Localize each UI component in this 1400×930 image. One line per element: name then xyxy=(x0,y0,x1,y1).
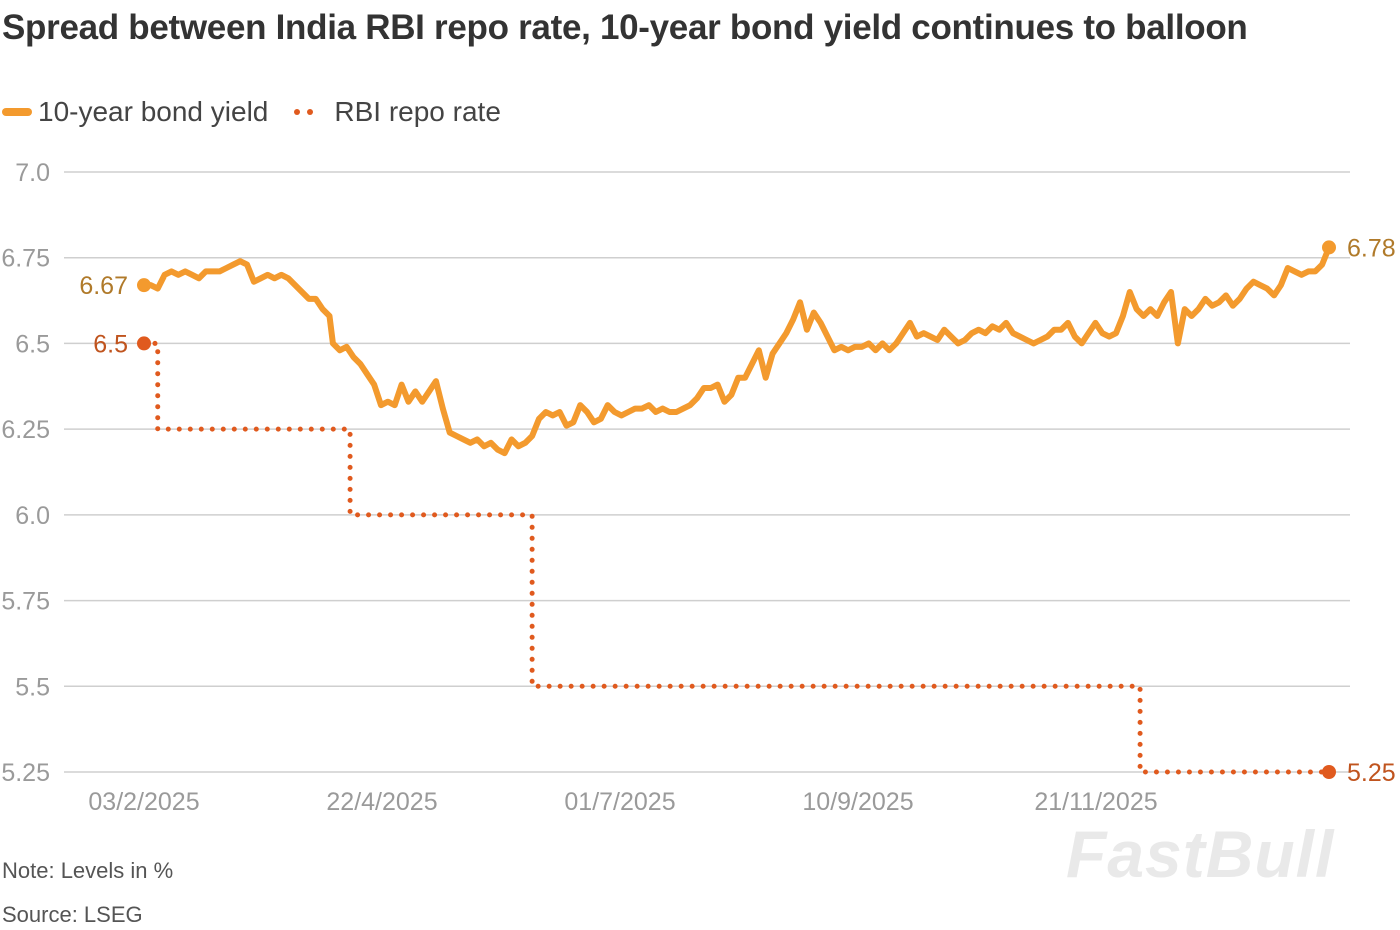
x-tick-label: 22/4/2025 xyxy=(326,788,437,816)
repo-rate-start-label: 6.5 xyxy=(93,330,128,358)
repo-rate-line xyxy=(141,340,1332,775)
bond-yield-start-label: 6.67 xyxy=(79,272,128,300)
x-tick-label: 01/7/2025 xyxy=(564,788,675,816)
repo-rate-end-marker xyxy=(1322,765,1336,779)
legend-label-repo-rate: RBI repo rate xyxy=(334,96,501,127)
y-tick-label: 5.75 xyxy=(1,588,50,616)
x-tick-label: 10/9/2025 xyxy=(802,788,913,816)
chart-title: Spread between India RBI repo rate, 10-y… xyxy=(2,8,1248,47)
y-tick-label: 5.5 xyxy=(15,673,50,701)
y-tick-label: 6.25 xyxy=(1,416,50,444)
y-tick-label: 6.5 xyxy=(15,330,50,358)
legend-item-bond-yield: 10-year bond yield xyxy=(2,96,268,128)
repo-rate-end-label: 5.25 xyxy=(1347,759,1396,787)
bond-yield-end-marker xyxy=(1322,240,1336,255)
repo-rate-start-marker xyxy=(137,336,151,351)
legend: 10-year bond yield RBI repo rate xyxy=(2,92,527,132)
note-levels: Note: Levels in % xyxy=(2,858,174,883)
x-tick-label: 21/11/2025 xyxy=(1034,788,1157,816)
legend-item-repo-rate: RBI repo rate xyxy=(294,96,501,128)
legend-label-bond-yield: 10-year bond yield xyxy=(38,96,269,127)
y-tick-label: 6.75 xyxy=(1,245,50,273)
bond-yield-start-marker xyxy=(137,278,151,293)
y-tick-label: 6.0 xyxy=(15,502,50,530)
x-tick-label: 03/2/2025 xyxy=(88,788,199,816)
y-tick-label: 7.0 xyxy=(15,159,50,187)
note-source: Source: LSEG xyxy=(2,902,143,927)
legend-swatch-repo-rate xyxy=(294,109,320,115)
bond-yield-end-label: 6.78 xyxy=(1347,234,1396,262)
bond-yield-line xyxy=(141,244,1332,457)
legend-swatch-bond-yield xyxy=(2,108,32,116)
y-tick-label: 5.25 xyxy=(1,759,50,787)
watermark: FastBull xyxy=(1066,817,1335,891)
